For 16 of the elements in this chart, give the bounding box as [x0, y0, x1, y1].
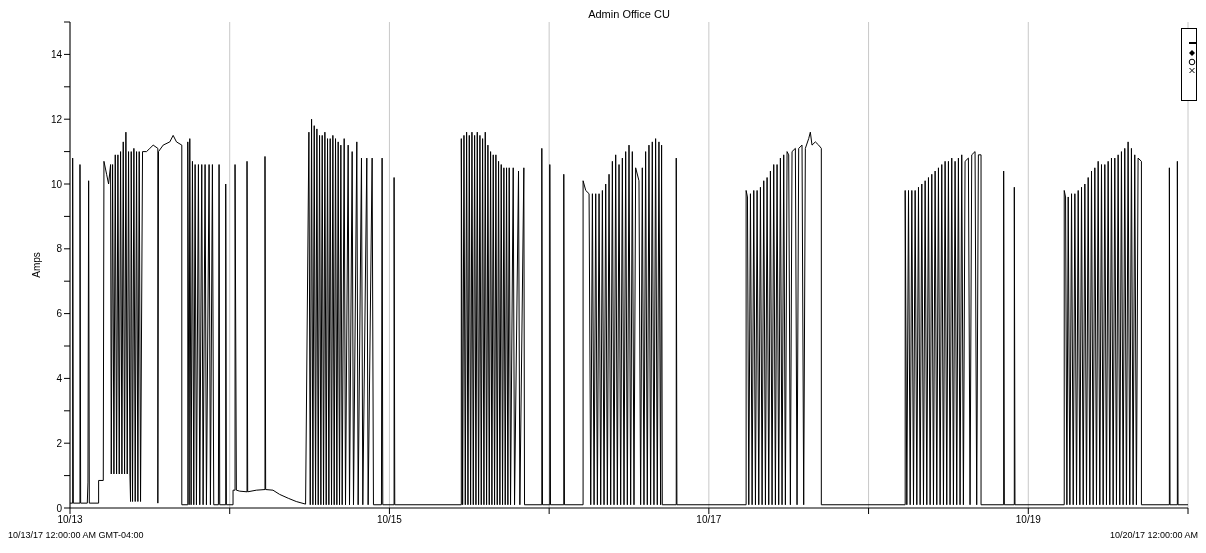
y-tick-label: 12 — [50, 113, 63, 125]
x-tick-label: 10/19 — [1015, 514, 1042, 526]
x-tick-label: 10/17 — [696, 514, 722, 526]
y-axis-title: Amps — [30, 252, 42, 278]
x-tick-label: 10/15 — [376, 514, 403, 526]
chart-title: Admin Office CU — [587, 8, 671, 20]
text: 10/13/17 12:00:00 AM GMT-04:00 — [8, 530, 144, 540]
text: 10/20/17 12:00:00 AM — [1109, 530, 1198, 540]
y-tick-label: 14 — [50, 48, 63, 60]
y-tick-label: 10 — [50, 178, 63, 190]
y-tick-label: 6 — [56, 308, 63, 320]
y-tick-label: 8 — [56, 243, 63, 255]
x-tick-label: 10/13 — [57, 514, 83, 526]
y-tick-label: 0 — [56, 502, 63, 514]
y-tick-label: 2 — [56, 437, 63, 449]
y-tick-label: 4 — [56, 372, 63, 384]
